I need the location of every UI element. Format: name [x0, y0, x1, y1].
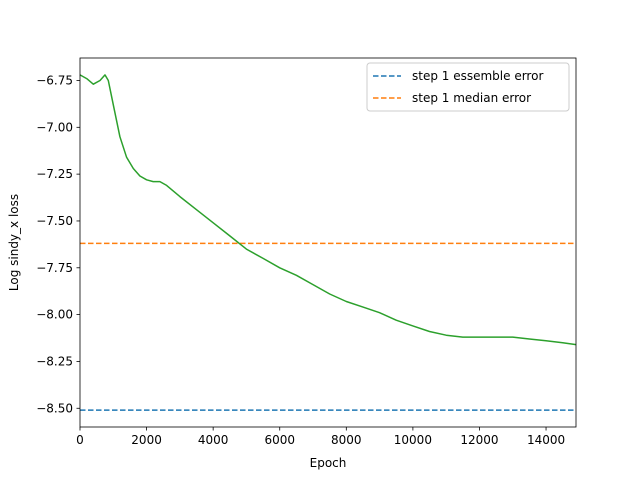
y-tick-label: −7.25 — [36, 167, 73, 181]
y-axis-title: Log sindy_x loss — [7, 194, 21, 291]
x-tick-label: 10000 — [394, 433, 432, 447]
y-tick-label: −7.75 — [36, 261, 73, 275]
y-tick-label: −8.00 — [36, 308, 73, 322]
x-tick-label: 0 — [76, 433, 84, 447]
y-tick-label: −8.50 — [36, 401, 73, 415]
plot-area — [79, 57, 577, 428]
x-axis-title: Epoch — [310, 456, 347, 470]
x-tick-label: 12000 — [460, 433, 498, 447]
y-tick-label: −7.50 — [36, 214, 73, 228]
x-tick-label: 14000 — [527, 433, 565, 447]
y-tick-label: −7.00 — [36, 120, 73, 134]
legend-label: step 1 median error — [412, 91, 531, 105]
y-tick-label: −8.25 — [36, 354, 73, 368]
x-tick-label: 6000 — [264, 433, 295, 447]
legend-box — [366, 62, 570, 112]
x-axis: 0 2000 4000 6000 8000 10000 12000 14000 — [76, 427, 565, 447]
x-tick-label: 8000 — [331, 433, 362, 447]
series-line-1 — [79, 74, 577, 346]
y-axis: −6.75 −7.00 −7.25 −7.50 −7.75 −8.00 −8.25 −8.50 — [36, 73, 80, 415]
y-tick-label: −6.75 — [36, 73, 73, 87]
plot-frame — [79, 57, 577, 428]
x-tick-label: 2000 — [131, 433, 162, 447]
legend: step 1 essemble error step 1 median error — [366, 62, 570, 112]
legend-label: step 1 essemble error — [412, 69, 543, 83]
x-tick-label: 4000 — [198, 433, 229, 447]
